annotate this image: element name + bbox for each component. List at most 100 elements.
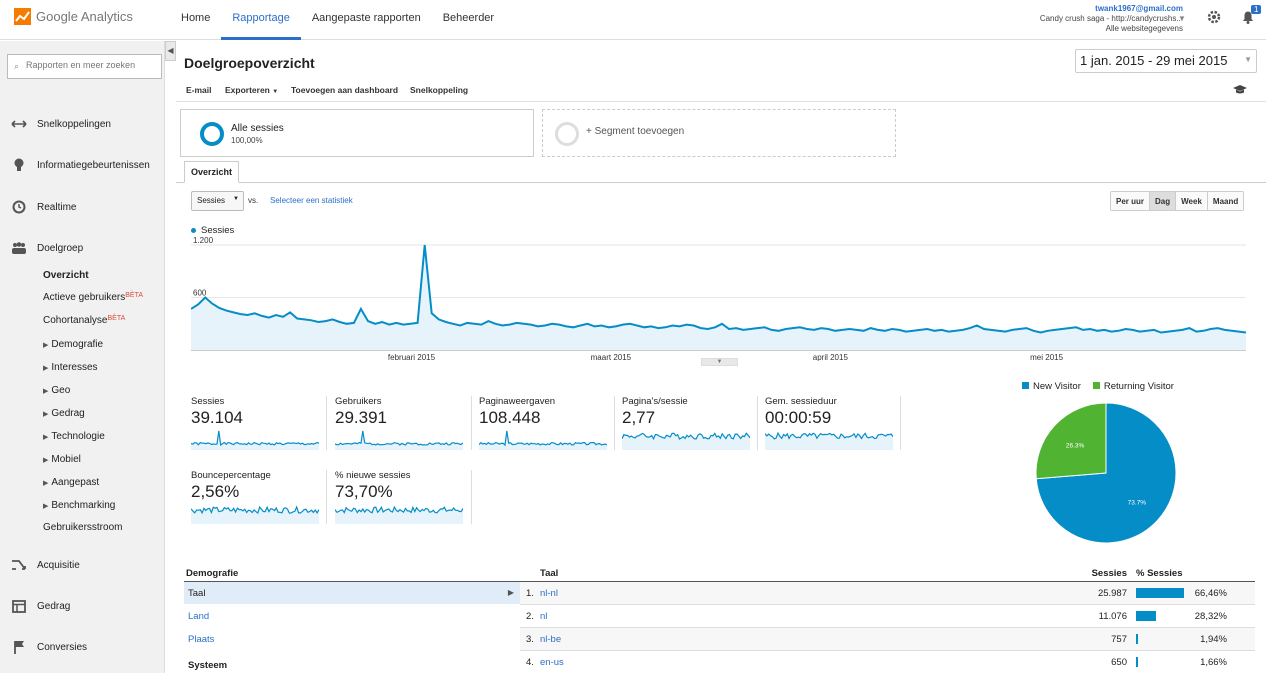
account-switcher[interactable]: twank1967@gmail.com Candy crush saga - h…: [1040, 4, 1183, 34]
sidebar-item-audience[interactable]: Doelgroep: [0, 241, 165, 255]
account-caret-icon[interactable]: ▼: [1178, 14, 1186, 23]
demographics-item-language[interactable]: Taal ▶: [184, 582, 520, 604]
sidebar-item-shortcuts[interactable]: Snelkoppelingen: [0, 117, 165, 131]
period-selector: Per uur Dag Week Maand: [1110, 191, 1245, 211]
sidebar-sub-overview[interactable]: Overzicht: [43, 270, 89, 281]
vs-label: vs.: [248, 196, 259, 205]
column-header-pct-sessions[interactable]: % Sessies: [1136, 568, 1183, 579]
add-to-dashboard-button[interactable]: Toevoegen aan dashboard: [291, 85, 399, 95]
add-segment-button[interactable]: + Segment toevoegen: [542, 109, 896, 157]
demographics-item-country[interactable]: Land: [184, 605, 520, 627]
segment-all-sessions[interactable]: Alle sessies 100,00%: [180, 109, 534, 157]
language-link[interactable]: nl-be: [540, 634, 562, 645]
legend-returning-visitor[interactable]: Returning Visitor: [1092, 381, 1174, 392]
nav-home[interactable]: Home: [181, 12, 211, 24]
sidebar-item-realtime[interactable]: Realtime: [0, 200, 165, 214]
date-range-picker[interactable]: 1 jan. 2015 - 29 mei 2015 ▼: [1075, 49, 1257, 73]
language-link[interactable]: nl-nl: [540, 588, 558, 599]
email-button[interactable]: E-mail: [186, 85, 212, 95]
sidebar-sub-demographics[interactable]: ▶ Demografie: [43, 339, 103, 350]
select-statistic-link[interactable]: Selecteer een statistiek: [270, 196, 353, 205]
x-tick-label: maart 2015: [591, 353, 632, 361]
language-link[interactable]: en-us: [540, 657, 564, 668]
kpi-label: Bouncepercentage: [191, 470, 271, 481]
kpi-value: 108.448: [479, 408, 541, 427]
sidebar-sub-label: Benchmarking: [51, 500, 116, 511]
table-row[interactable]: 4. en-us 650 1,66%: [520, 651, 1255, 673]
sessions-line-chart[interactable]: 1.200 600 februari 2015 maart 2015 april 201…: [191, 237, 1246, 361]
kpi-users[interactable]: Gebruikers 29.391: [335, 396, 470, 456]
period-hourly[interactable]: Per uur: [1111, 192, 1151, 210]
metric-select[interactable]: Sessies ▼: [191, 191, 244, 211]
period-day[interactable]: Dag: [1150, 192, 1177, 210]
sidebar-collapse-button[interactable]: ◀: [165, 41, 176, 61]
search-input[interactable]: ⌕ Rapporten en meer zoeken: [7, 54, 162, 79]
sidebar-item-behavior[interactable]: Gedrag: [0, 599, 165, 613]
table-header: Taal Sessies % Sessies: [520, 564, 1255, 582]
sidebar-item-label: Acquisitie: [37, 559, 80, 571]
graduation-cap-icon[interactable]: [1233, 84, 1247, 95]
kpi-pages-per-session[interactable]: Pagina's/sessie 2,77: [622, 396, 757, 456]
table-row[interactable]: 3. nl-be 757 1,94%: [520, 628, 1255, 651]
period-week[interactable]: Week: [1176, 192, 1208, 210]
percent-value: 28,32%: [1194, 611, 1227, 622]
sidebar-sub-behavior[interactable]: ▶ Gedrag: [43, 408, 85, 419]
tab-overview[interactable]: Overzicht: [184, 161, 240, 183]
shortcut-button[interactable]: Snelkoppeling: [410, 85, 469, 95]
kpi-bounce-rate[interactable]: Bouncepercentage 2,56%: [191, 470, 326, 530]
chevron-down-icon: ▼: [233, 196, 239, 202]
demographics-divider: [184, 581, 520, 582]
sidebar-item-acquisition[interactable]: Acquisitie: [0, 558, 165, 572]
table-row[interactable]: 2. nl 11.076 28,32%: [520, 605, 1255, 628]
sidebar-sub-custom[interactable]: ▶ Aangepast: [43, 477, 99, 488]
metric-select-value: Sessies: [197, 196, 226, 205]
sidebar-sub-cohort[interactable]: CohortanalyseBÈTA: [43, 315, 125, 326]
nav-custom-reports[interactable]: Aangepaste rapporten: [311, 12, 421, 24]
nav-reporting[interactable]: Rapportage: [221, 0, 301, 40]
sidebar-item-conversions[interactable]: Conversies: [0, 640, 165, 654]
export-button[interactable]: Exporteren ▼: [225, 85, 278, 95]
sidebar-sub-mobile[interactable]: ▶ Mobiel: [43, 454, 81, 465]
kpi-label: Gem. sessieduur: [765, 396, 837, 407]
language-link[interactable]: nl: [540, 611, 548, 622]
sidebar-sub-users-flow[interactable]: Gebruikersstroom: [43, 522, 122, 533]
sidebar-sub-geo[interactable]: ▶ Geo: [43, 385, 70, 396]
kpi-value: 39.104: [191, 408, 243, 427]
legend-dot: [191, 228, 196, 233]
sidebar-item-intelligence[interactable]: Informatiegebeurtenissen: [0, 158, 165, 172]
bell-icon[interactable]: [1240, 9, 1256, 25]
kpi-sessions[interactable]: Sessies 39.104: [191, 396, 326, 456]
sidebar-sub-benchmarking[interactable]: ▶ Benchmarking: [43, 500, 115, 511]
sidebar-sub-technology[interactable]: ▶ Technologie: [43, 431, 105, 442]
sessions-value: 650: [1111, 657, 1127, 668]
demographics-item-label: Land: [188, 611, 210, 622]
gear-icon[interactable]: [1206, 9, 1222, 25]
visitor-pie-chart[interactable]: 73.7% 26.3%: [1031, 398, 1181, 548]
system-header: Systeem: [188, 660, 228, 671]
kpi-pageviews[interactable]: Paginaweergaven 108.448: [479, 396, 614, 456]
kpi-avg-session-duration[interactable]: Gem. sessieduur 00:00:59: [765, 396, 900, 456]
segment-percentage: 100,00%: [231, 136, 263, 145]
column-header-sessions[interactable]: Sessies: [1091, 568, 1127, 579]
demographics-item-city[interactable]: Plaats: [184, 628, 520, 650]
shortcut-icon: [10, 117, 28, 131]
sidebar-sub-interests[interactable]: ▶ Interesses: [43, 362, 98, 373]
kpi-new-sessions[interactable]: % nieuwe sessies 73,70%: [335, 470, 470, 530]
table-row[interactable]: 1. nl-nl 25.987 66,46%: [520, 582, 1255, 605]
demographics-item-label: Taal: [188, 588, 206, 599]
sessions-value: 11.076: [1098, 611, 1127, 622]
sidebar-sub-active-users[interactable]: Actieve gebruikersBÈTA: [43, 292, 143, 303]
report-toolbar: E-mail Exporteren ▼ Toevoegen aan dashbo…: [176, 77, 1266, 102]
row-index: 1.: [526, 588, 534, 599]
period-month[interactable]: Maand: [1207, 192, 1244, 210]
x-tick-label: mei 2015: [1030, 353, 1063, 361]
ga-logo[interactable]: Google Analytics: [14, 8, 133, 25]
chart-scroll-handle[interactable]: ▼: [701, 358, 738, 366]
percent-value: 66,46%: [1194, 588, 1227, 599]
legend-new-visitor[interactable]: New Visitor: [1022, 381, 1081, 392]
sparkline-line: [765, 431, 893, 440]
pie-slice-returning-visitor[interactable]: [1035, 402, 1107, 480]
column-header-language[interactable]: Taal: [540, 568, 559, 579]
nav-admin[interactable]: Beheerder: [442, 12, 495, 24]
notification-badge[interactable]: 1: [1251, 5, 1262, 14]
